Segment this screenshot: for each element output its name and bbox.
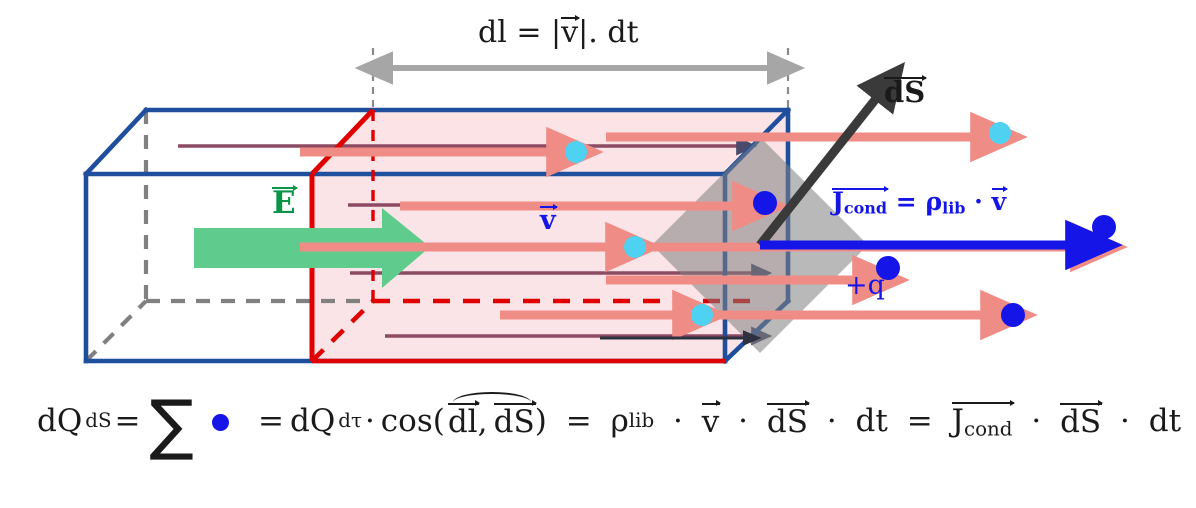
dS-normal-arrow (756, 62, 906, 248)
summand-charge-dot (212, 414, 230, 432)
jcond-vector-glyph-eq: Jcond (951, 399, 1015, 441)
dimension-guides (371, 48, 790, 112)
charge-dots-neutral (565, 122, 1011, 326)
bottom-charge-flux-equation: dQ dS = ∑ = dQ dτ · cos(dl, dS) = ρ lib · v · dS … (37, 386, 1182, 463)
jcond-vector-glyph: Jcond (832, 185, 890, 218)
box-hidden-edges (84, 110, 373, 363)
v-vector-glyph: v (561, 14, 581, 50)
dS-vector-label: dS (884, 74, 928, 109)
E-field-label: E (272, 184, 298, 221)
current-density-equation-label: Jcond = ρlib · v (832, 185, 1008, 218)
positive-charge-label: +q (845, 270, 885, 301)
dl-vector-glyph: dl (447, 400, 480, 440)
dS-vector-glyph: dS (493, 400, 537, 440)
dl-dimension-label: dl = |v|. dt (478, 14, 639, 50)
summation-sigma: ∑ (149, 386, 195, 463)
angle-hat-group: dl, dS (447, 392, 537, 440)
velocity-label: v (540, 203, 558, 236)
